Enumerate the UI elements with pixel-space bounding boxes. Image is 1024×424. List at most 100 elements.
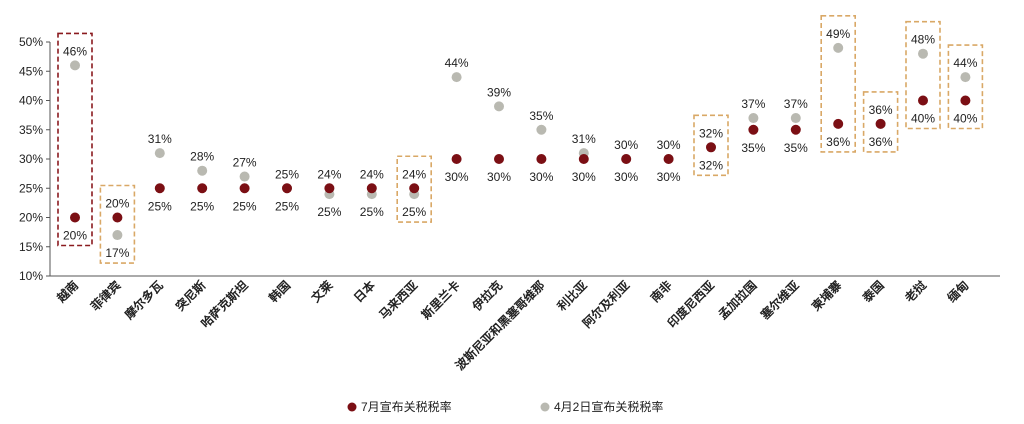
label-april: 36% [869, 103, 893, 117]
label-april: 44% [953, 56, 977, 70]
label-july: 30% [487, 170, 511, 184]
x-category-label: 马来西亚 [376, 278, 421, 323]
label-july: 36% [869, 135, 893, 149]
point-july [282, 183, 292, 194]
highlight-box [57, 32, 93, 247]
point-july [790, 124, 801, 135]
label-april: 25% [360, 205, 384, 219]
label-july: 36% [826, 135, 850, 149]
point-april [70, 60, 80, 71]
label-april: 30% [657, 138, 681, 152]
highlight-box [820, 15, 857, 153]
point-july [324, 183, 335, 194]
point-april [197, 165, 208, 176]
label-july: 25% [275, 199, 299, 213]
point-july [494, 154, 504, 164]
legend-entry: 4月2日宣布关税税率 [554, 399, 663, 414]
point-april [239, 171, 250, 182]
x-category-label: 老挝 [902, 277, 930, 305]
point-july [70, 212, 80, 223]
label-july: 20% [105, 197, 129, 211]
y-axis: 10% 15% 20% 25% 30% 35% 40% 45% 50% [19, 35, 51, 283]
x-category-label: 日本 [350, 278, 378, 306]
point-july [578, 154, 589, 164]
y-tick-label: 50% [19, 35, 43, 49]
label-july: 24% [360, 167, 384, 181]
label-july: 35% [784, 141, 808, 155]
label-july: 30% [529, 170, 553, 184]
label-july: 40% [911, 112, 935, 126]
label-july: 25% [190, 199, 214, 213]
point-july [112, 212, 123, 223]
label-july: 24% [317, 167, 341, 181]
label-july: 30% [657, 170, 681, 184]
point-april [918, 48, 928, 59]
x-category-label: 缅甸 [944, 278, 972, 306]
label-april: 35% [529, 109, 553, 123]
label-april: 25% [317, 205, 341, 219]
legend-marker [540, 402, 550, 412]
highlight-box [947, 44, 984, 130]
legend-marker [347, 402, 357, 412]
x-category-label: 柬埔寨 [808, 278, 845, 315]
point-april [536, 124, 547, 135]
label-july: 30% [445, 170, 469, 184]
point-july [197, 183, 208, 194]
point-april [748, 113, 759, 124]
x-category-label: 菲律宾 [87, 278, 123, 314]
point-july [748, 124, 759, 135]
x-category-label: 南非 [647, 278, 675, 306]
y-tick-label: 35% [19, 123, 43, 137]
point-april [960, 72, 971, 83]
label-april: 37% [741, 97, 765, 111]
label-april: 39% [487, 85, 511, 99]
x-category-label: 突尼斯 [172, 278, 208, 314]
label-july: 25% [233, 199, 257, 213]
label-april: 25% [402, 205, 426, 219]
y-tick-label: 45% [19, 64, 43, 78]
label-july: 25% [148, 199, 172, 213]
point-april [833, 42, 844, 53]
point-july [960, 95, 971, 106]
legend-entry: 7月宣布关税税率 [361, 399, 452, 414]
x-category-label: 韩国 [266, 278, 294, 306]
highlight-box [396, 155, 433, 223]
point-july [154, 183, 165, 194]
label-april: 44% [445, 56, 469, 70]
point-july [706, 142, 716, 153]
highlight-box [693, 114, 729, 177]
label-april: 46% [63, 44, 87, 58]
highlight-box [862, 91, 899, 153]
point-april [494, 101, 504, 112]
y-tick-label: 30% [19, 152, 43, 166]
y-tick-label: 10% [19, 269, 43, 283]
label-april: 49% [826, 27, 850, 41]
x-category-label: 利比亚 [554, 278, 590, 314]
x-category-label: 文莱 [308, 278, 336, 306]
y-tick-label: 20% [19, 211, 43, 225]
point-july [366, 183, 377, 194]
point-april [451, 72, 462, 83]
label-july: 20% [63, 229, 87, 243]
point-april [154, 148, 165, 159]
point-july [663, 154, 674, 164]
label-april: 30% [614, 138, 638, 152]
label-july: 30% [572, 170, 596, 184]
label-april: 28% [190, 150, 214, 164]
data-points: 46% 20% 17% 20% 31% 25% 28% 25% 27% 25% 25% 25% 25% 2… [63, 27, 978, 260]
x-category-label: 摩尔多瓦 [121, 278, 166, 323]
y-tick-label: 25% [19, 181, 43, 195]
label-april: 17% [105, 246, 129, 260]
label-april: 31% [572, 132, 596, 146]
point-july [239, 183, 250, 194]
y-tick-label: 15% [19, 240, 43, 254]
highlight-box [99, 184, 136, 264]
label-july: 30% [614, 170, 638, 184]
point-april [790, 113, 801, 124]
x-category-label: 孟加拉国 [715, 278, 760, 323]
point-july [833, 118, 844, 129]
label-april: 25% [275, 167, 299, 181]
label-july: 24% [402, 167, 426, 181]
